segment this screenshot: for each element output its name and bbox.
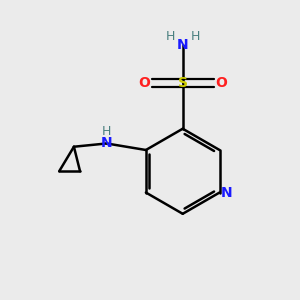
Text: N: N — [221, 185, 232, 200]
Text: S: S — [178, 76, 188, 90]
Text: O: O — [139, 76, 150, 90]
Text: H: H — [190, 30, 200, 43]
Text: H: H — [166, 30, 175, 43]
Text: O: O — [215, 76, 227, 90]
Text: N: N — [101, 136, 112, 151]
Text: N: N — [177, 38, 188, 52]
Text: H: H — [102, 124, 111, 137]
